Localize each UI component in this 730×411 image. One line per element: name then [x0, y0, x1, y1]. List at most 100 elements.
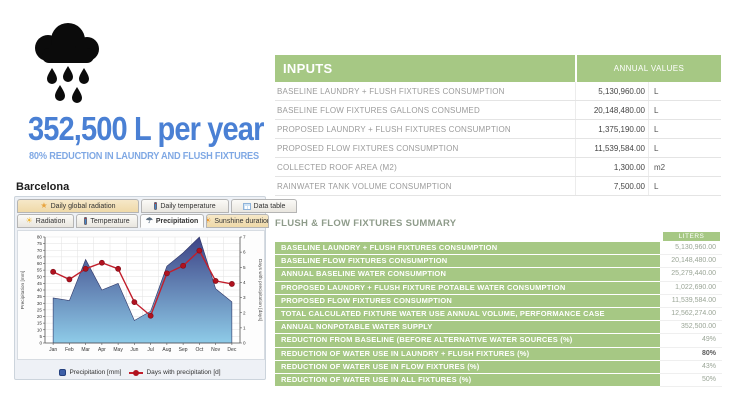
inputs-row: BASELINE FLOW FIXTURES GALLONS CONSUMED 2… — [275, 101, 721, 120]
legend-item-precipitation: Precipitation [mm] — [59, 369, 121, 376]
svg-text:30: 30 — [37, 301, 43, 306]
tab-label: Radiation — [35, 217, 66, 225]
svg-text:Jan: Jan — [49, 347, 57, 353]
location-title: Barcelona — [16, 181, 70, 193]
summary-row: PROPOSED FLOW FIXTURES CONSUMPTION 11,539… — [275, 294, 722, 308]
svg-text:5: 5 — [39, 334, 42, 339]
tab-daily-global-radiation[interactable]: Daily global radiation — [17, 199, 139, 213]
summary-title: FLUSH & FLOW FIXTURES SUMMARY — [275, 218, 457, 229]
input-value: 7,500.00 — [575, 177, 648, 195]
precipitation-chart: 0 5 10 15 20 25 30 35 40 45 50 55 60 65 70 75 80 0 1 2 3 4 5 6 7… — [17, 230, 265, 360]
summary-label: REDUCTION FROM BASELINE (BEFORE ALTERNAT… — [275, 334, 660, 348]
sun-icon — [26, 217, 33, 225]
svg-text:45: 45 — [37, 281, 43, 286]
thermometer-icon — [154, 202, 158, 210]
summary-label: PROPOSED LAUNDRY + FLUSH FIXTURE POTABLE… — [275, 281, 660, 295]
inputs-title: INPUTS — [283, 61, 333, 76]
svg-text:Dec: Dec — [227, 347, 236, 353]
tab-label: Precipitation — [155, 217, 199, 225]
input-unit: m2 — [648, 158, 721, 176]
input-value: 11,539,584.00 — [575, 139, 648, 157]
svg-text:1: 1 — [243, 325, 246, 330]
summary-label: REDUCTION OF WATER USE IN LAUNDRY + FLUS… — [275, 347, 660, 361]
svg-text:6: 6 — [243, 250, 246, 255]
summary-label: PROPOSED FLOW FIXTURES CONSUMPTION — [275, 294, 660, 308]
precipitation-legend-swatch-icon — [59, 369, 67, 376]
input-value: 1,300.00 — [575, 158, 648, 176]
summary-value: 5,130,960.00 — [660, 242, 722, 256]
summary-row: REDUCTION OF WATER USE IN FLOW FIXTURES … — [275, 360, 722, 374]
inputs-row: BASELINE LAUNDRY + FLUSH FIXTURES CONSUM… — [275, 82, 721, 101]
tab-label: Daily temperature — [160, 202, 216, 210]
inputs-row: RAINWATER TANK VOLUME CONSUMPTION 7,500.0… — [275, 177, 721, 196]
summary-row: REDUCTION FROM BASELINE (BEFORE ALTERNAT… — [275, 334, 722, 348]
summary-value: 1,022,690.00 — [660, 282, 722, 295]
summary-label: BASELINE FLOW FIXTURES CONSUMPTION — [275, 255, 660, 269]
tab-radiation[interactable]: Radiation — [17, 214, 74, 228]
input-unit: L — [648, 139, 721, 157]
svg-text:May: May — [113, 347, 123, 353]
chart-legend: Precipitation [mm] Days with precipitati… — [15, 369, 265, 376]
summary-label: ANNUAL BASELINE WATER CONSUMPTION — [275, 268, 660, 282]
svg-text:70: 70 — [37, 248, 43, 253]
svg-text:4: 4 — [243, 280, 246, 285]
svg-text:15: 15 — [37, 321, 43, 326]
summary-label: BASELINE LAUNDRY + FLUSH FIXTURES CONSUM… — [275, 242, 660, 256]
svg-text:Apr: Apr — [98, 347, 106, 353]
annual-values-header: ANNUAL VALUES — [575, 55, 721, 82]
svg-text:60: 60 — [37, 261, 43, 266]
svg-text:35: 35 — [37, 294, 43, 299]
legend-item-days: Days with precipitation [d] — [129, 369, 221, 376]
svg-text:3: 3 — [243, 295, 246, 300]
input-unit: L — [648, 82, 721, 100]
svg-text:Mar: Mar — [81, 347, 90, 353]
summary-value: 43% — [660, 361, 722, 374]
svg-text:65: 65 — [37, 254, 43, 259]
days-legend-marker-icon — [129, 369, 144, 376]
tab-daily-temperature[interactable]: Daily temperature — [141, 199, 229, 213]
weather-tabs-row1: Daily global radiation Daily temperature D… — [17, 199, 297, 213]
input-label: BASELINE FLOW FIXTURES GALLONS CONSUMED — [277, 105, 480, 115]
svg-text:Jul: Jul — [147, 347, 153, 353]
summary-row: BASELINE LAUNDRY + FLUSH FIXTURES CONSUM… — [275, 242, 722, 256]
summary-row: REDUCTION OF WATER USE IN LAUNDRY + FLUS… — [275, 347, 722, 361]
summary-row: TOTAL CALCULATED FIXTURE WATER USE ANNUA… — [275, 307, 722, 322]
summary-rows: BASELINE LAUNDRY + FLUSH FIXTURES CONSUM… — [275, 242, 722, 388]
tab-data-table[interactable]: Data table — [231, 199, 297, 213]
tab-temperature[interactable]: Temperature — [76, 214, 138, 228]
star-icon — [40, 202, 47, 210]
rain-cloud-svg — [35, 23, 99, 103]
svg-text:0: 0 — [39, 341, 42, 346]
svg-text:Nov: Nov — [211, 347, 220, 353]
rain-cloud-icon — [30, 22, 104, 106]
svg-text:20: 20 — [37, 314, 43, 319]
thermometer-icon — [84, 217, 88, 225]
inputs-row: COLLECTED ROOF AREA (M2) 1,300.00 m2 — [275, 158, 721, 177]
svg-text:50: 50 — [37, 274, 43, 279]
svg-text:10: 10 — [37, 327, 43, 332]
summary-label: REDUCTION OF WATER USE IN ALL FIXTURES (… — [275, 373, 660, 388]
svg-text:Oct: Oct — [195, 347, 203, 353]
input-label: BASELINE LAUNDRY + FLUSH FIXTURES CONSUM… — [277, 86, 505, 96]
table-icon — [242, 202, 251, 210]
inputs-row: PROPOSED LAUNDRY + FLUSH FIXTURES CONSUM… — [275, 120, 721, 139]
tab-precipitation[interactable]: Precipitation — [140, 214, 204, 228]
svg-text:80: 80 — [37, 235, 43, 240]
tab-sunshine-duration[interactable]: Sunshine duration — [206, 214, 269, 228]
liters-header: LITERS — [663, 232, 720, 241]
svg-text:Jun: Jun — [130, 347, 138, 353]
svg-text:Sep: Sep — [179, 347, 188, 353]
summary-value: 25,279,440.00 — [660, 268, 722, 282]
input-unit: L — [648, 101, 721, 119]
summary-row: ANNUAL BASELINE WATER CONSUMPTION 25,279,… — [275, 268, 722, 282]
inputs-table-header: INPUTS ANNUAL VALUES — [275, 55, 721, 82]
legend-label: Days with precipitation [d] — [146, 369, 221, 376]
svg-text:0: 0 — [243, 341, 246, 346]
svg-text:25: 25 — [37, 307, 43, 312]
precipitation-chart-svg: 0510152025303540455055606570758001234567… — [20, 235, 263, 353]
input-label: PROPOSED LAUNDRY + FLUSH FIXTURES CONSUM… — [277, 124, 511, 134]
kpi-headline: 352,500 L per year — [28, 110, 264, 147]
tab-label: Sunshine duration — [214, 217, 269, 225]
summary-value: 11,539,584.00 — [660, 295, 722, 308]
